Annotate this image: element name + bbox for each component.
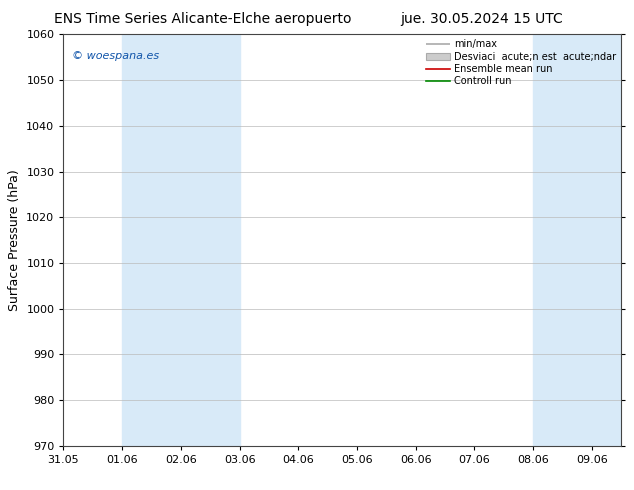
Bar [122, 34, 240, 446]
Text: ENS Time Series Alicante-Elche aeropuerto: ENS Time Series Alicante-Elche aeropuert… [54, 12, 352, 26]
Legend: min/max, Desviaci  acute;n est  acute;ndar, Ensemble mean run, Controll run: min/max, Desviaci acute;n est acute;ndar… [424, 37, 618, 88]
Text: © woespana.es: © woespana.es [72, 51, 159, 61]
Text: jue. 30.05.2024 15 UTC: jue. 30.05.2024 15 UTC [401, 12, 563, 26]
Y-axis label: Surface Pressure (hPa): Surface Pressure (hPa) [8, 169, 21, 311]
Bar [533, 34, 621, 446]
